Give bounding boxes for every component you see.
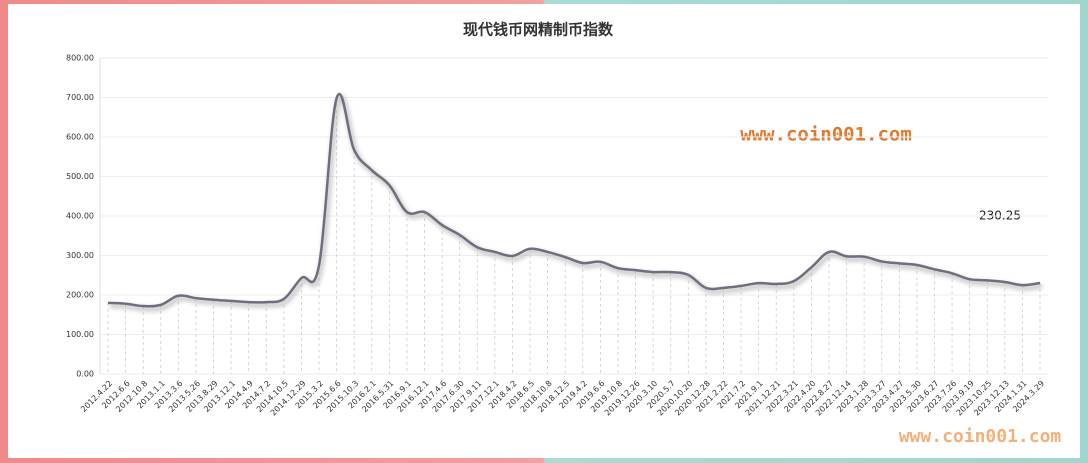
y-tick-label: 700.00 [66, 93, 94, 102]
y-tick-label: 100.00 [66, 330, 94, 339]
y-tick-label: 500.00 [66, 172, 94, 181]
y-tick-label: 600.00 [66, 133, 94, 142]
plot: 0.00 100.00 200.00 300.00 400.00 500.00 600.00… [66, 54, 1048, 418]
line-shadow [109, 94, 1043, 312]
y-tick-label: 200.00 [66, 291, 94, 300]
y-tick-label: 800.00 [66, 54, 94, 63]
line [107, 93, 1041, 308]
y-tick-label: 0.00 [76, 370, 94, 379]
watermark: www.coin001.com [899, 426, 1062, 447]
y-tick-label: 300.00 [66, 251, 94, 260]
chart-panel [8, 4, 1080, 458]
chart-title: 现代钱币网精制币指数 [463, 21, 614, 39]
y-tick-label: 400.00 [66, 212, 94, 221]
watermark: www.coin001.com [740, 124, 912, 146]
